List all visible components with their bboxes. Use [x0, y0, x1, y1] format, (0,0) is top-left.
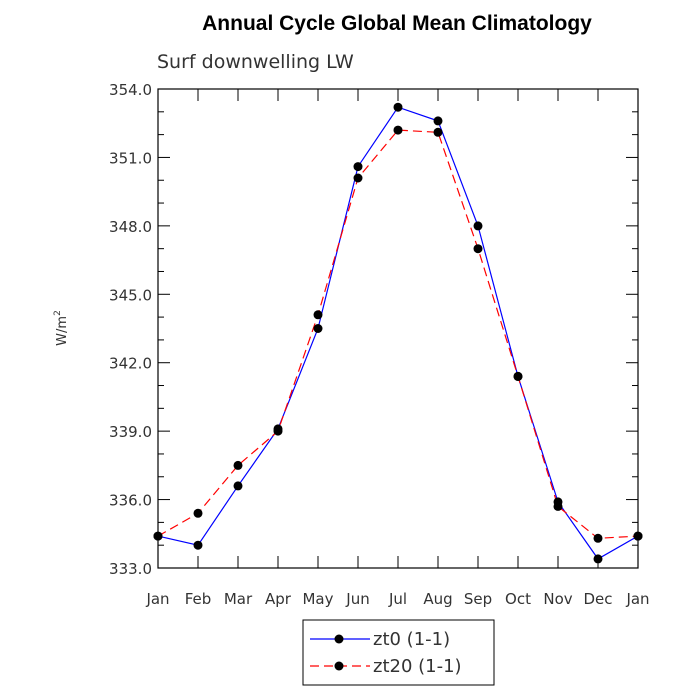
series-0-point	[433, 116, 443, 126]
plot-frame	[157, 88, 639, 569]
axis-ticks	[157, 88, 639, 569]
y-tick-label: 345.0	[109, 286, 152, 304]
x-tick-label: Jun	[345, 590, 369, 608]
series-1-point	[393, 125, 403, 135]
series-line-1	[157, 129, 639, 539]
x-tick-label: Feb	[185, 590, 212, 608]
series-1-point	[313, 310, 323, 320]
series-1-point	[233, 460, 243, 470]
x-tick-label: Oct	[505, 590, 531, 608]
series-1-point	[433, 127, 443, 137]
series-0-point	[593, 554, 603, 564]
series-0-point	[353, 162, 363, 172]
x-tick-labels: Jan Feb Mar Apr May Jun Jul Aug Sep Oct Nov Dec Jan	[145, 590, 649, 608]
x-tick-label: Aug	[423, 590, 452, 608]
chart-subtitle: Surf downwelling LW	[157, 51, 354, 73]
x-tick-label: Sep	[464, 590, 492, 608]
y-tick-labels: 333.0 336.0 339.0 342.0 345.0 348.0 351.0 354.0	[109, 81, 152, 578]
x-tick-label: Mar	[224, 590, 253, 608]
series-1-point	[473, 244, 483, 254]
legend-box	[302, 619, 495, 686]
x-tick-label: Jul	[388, 590, 407, 608]
series-1-point	[273, 426, 283, 436]
series-0-point	[313, 324, 323, 333]
x-tick-label: Dec	[583, 590, 612, 608]
y-axis-label-superscript: 2	[53, 310, 63, 316]
legend-label-zt0: zt0 (1-1)	[373, 629, 450, 650]
x-tick-label: Nov	[543, 590, 572, 608]
x-tick-label: Apr	[265, 590, 292, 608]
y-tick-label: 342.0	[109, 355, 152, 373]
y-tick-label: 333.0	[109, 560, 152, 578]
series-layer	[153, 102, 643, 564]
legend-marker-zt20	[334, 661, 344, 671]
series-1-point	[353, 173, 363, 183]
x-tick-label: May	[302, 590, 333, 608]
chart-title: Annual Cycle Global Mean Climatology	[202, 12, 592, 35]
series-0-point	[393, 102, 403, 112]
y-axis-label-base: W/m	[55, 316, 70, 346]
y-axis-label: W/m2	[53, 310, 70, 346]
legend-marker-zt0	[334, 634, 344, 644]
y-tick-label: 354.0	[109, 81, 152, 99]
series-1-point	[593, 533, 603, 543]
series-1-point	[513, 371, 523, 381]
series-0-point	[193, 540, 203, 550]
x-tick-label: Jan	[145, 590, 169, 608]
x-tick-label: Jan	[625, 590, 649, 608]
series-0-point	[233, 481, 243, 491]
y-tick-label: 336.0	[109, 492, 152, 510]
legend: zt0 (1-1) zt20 (1-1)	[302, 619, 495, 686]
series-0-point	[473, 221, 483, 231]
series-1-point	[553, 501, 563, 511]
series-1-point	[633, 531, 643, 541]
series-1-point	[193, 508, 203, 518]
series-line-0	[157, 106, 639, 560]
y-tick-label: 351.0	[109, 149, 152, 167]
legend-label-zt20: zt20 (1-1)	[373, 656, 462, 677]
y-tick-label: 339.0	[109, 423, 152, 441]
y-tick-label: 348.0	[109, 218, 152, 236]
series-1-point	[153, 531, 163, 541]
